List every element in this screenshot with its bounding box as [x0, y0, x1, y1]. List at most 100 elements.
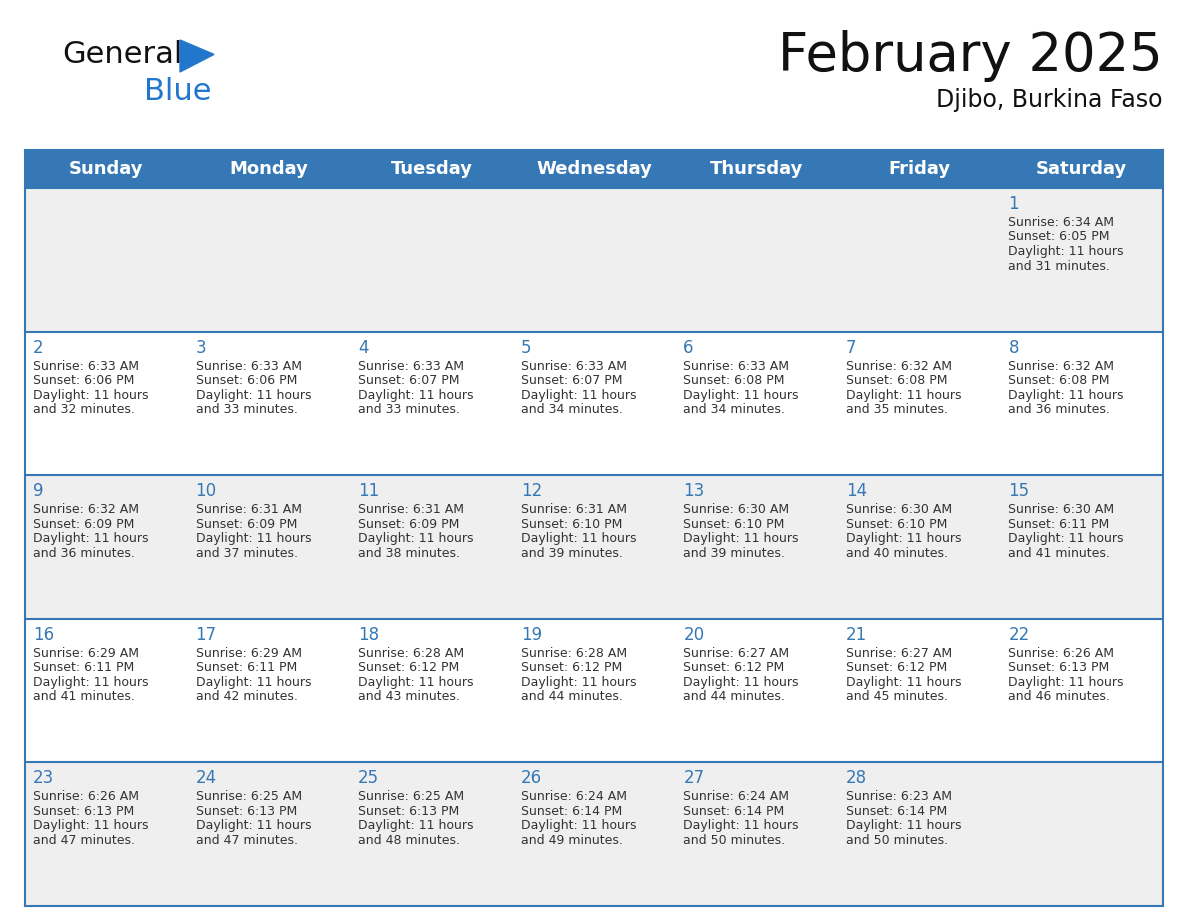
Text: Daylight: 11 hours: Daylight: 11 hours [683, 676, 798, 688]
Text: Tuesday: Tuesday [391, 160, 473, 178]
Text: 7: 7 [846, 339, 857, 356]
Text: Sunset: 6:09 PM: Sunset: 6:09 PM [358, 518, 460, 531]
Text: Daylight: 11 hours: Daylight: 11 hours [846, 676, 961, 688]
Text: 13: 13 [683, 482, 704, 500]
Text: Daylight: 11 hours: Daylight: 11 hours [33, 820, 148, 833]
Text: Sunset: 6:10 PM: Sunset: 6:10 PM [520, 518, 623, 531]
Text: and 44 minutes.: and 44 minutes. [520, 690, 623, 703]
Text: 12: 12 [520, 482, 542, 500]
Bar [675, 476, 838, 619]
Text: Daylight: 11 hours: Daylight: 11 hours [520, 820, 637, 833]
Text: 1: 1 [1009, 195, 1019, 213]
Text: Daylight: 11 hours: Daylight: 11 hours [846, 388, 961, 401]
Bar [350, 763, 513, 906]
Text: Sunrise: 6:32 AM: Sunrise: 6:32 AM [846, 360, 952, 373]
Text: 14: 14 [846, 482, 867, 500]
Text: Daylight: 11 hours: Daylight: 11 hours [683, 532, 798, 545]
Bar [25, 476, 188, 619]
Bar [838, 763, 1000, 906]
Text: Sunrise: 6:30 AM: Sunrise: 6:30 AM [683, 503, 789, 516]
Text: Sunset: 6:14 PM: Sunset: 6:14 PM [683, 805, 784, 818]
Text: 28: 28 [846, 769, 867, 788]
Text: Friday: Friday [889, 160, 950, 178]
Bar [1000, 763, 1163, 906]
Text: Daylight: 11 hours: Daylight: 11 hours [520, 532, 637, 545]
Text: Sunset: 6:05 PM: Sunset: 6:05 PM [1009, 230, 1110, 243]
Text: February 2025: February 2025 [778, 30, 1163, 82]
Text: and 33 minutes.: and 33 minutes. [196, 403, 297, 416]
Text: Daylight: 11 hours: Daylight: 11 hours [683, 820, 798, 833]
Text: Sunset: 6:13 PM: Sunset: 6:13 PM [33, 805, 134, 818]
Text: Sunrise: 6:25 AM: Sunrise: 6:25 AM [358, 790, 465, 803]
Bar [188, 188, 350, 331]
Bar [350, 188, 513, 331]
Text: and 34 minutes.: and 34 minutes. [683, 403, 785, 416]
Text: and 45 minutes.: and 45 minutes. [846, 690, 948, 703]
Text: Sunrise: 6:28 AM: Sunrise: 6:28 AM [520, 647, 627, 660]
Bar [350, 476, 513, 619]
Bar [675, 619, 838, 763]
Text: Sunset: 6:13 PM: Sunset: 6:13 PM [358, 805, 460, 818]
Text: Daylight: 11 hours: Daylight: 11 hours [358, 820, 474, 833]
Text: General: General [62, 40, 183, 69]
Text: 23: 23 [33, 769, 55, 788]
Text: Sunrise: 6:33 AM: Sunrise: 6:33 AM [520, 360, 627, 373]
Text: Daylight: 11 hours: Daylight: 11 hours [196, 388, 311, 401]
Text: and 40 minutes.: and 40 minutes. [846, 547, 948, 560]
Bar [25, 150, 1163, 188]
Text: 16: 16 [33, 626, 55, 644]
Text: 5: 5 [520, 339, 531, 356]
Text: Sunrise: 6:23 AM: Sunrise: 6:23 AM [846, 790, 952, 803]
Text: Daylight: 11 hours: Daylight: 11 hours [1009, 245, 1124, 258]
Text: Monday: Monday [229, 160, 309, 178]
Bar [350, 619, 513, 763]
Bar [1000, 188, 1163, 331]
Text: Saturday: Saturday [1036, 160, 1127, 178]
Text: and 37 minutes.: and 37 minutes. [196, 547, 297, 560]
Text: and 46 minutes.: and 46 minutes. [1009, 690, 1111, 703]
Text: and 44 minutes.: and 44 minutes. [683, 690, 785, 703]
Text: Sunrise: 6:26 AM: Sunrise: 6:26 AM [33, 790, 139, 803]
Text: and 35 minutes.: and 35 minutes. [846, 403, 948, 416]
Text: Sunset: 6:12 PM: Sunset: 6:12 PM [846, 661, 947, 675]
Text: Sunset: 6:13 PM: Sunset: 6:13 PM [1009, 661, 1110, 675]
Text: Daylight: 11 hours: Daylight: 11 hours [196, 532, 311, 545]
Text: Daylight: 11 hours: Daylight: 11 hours [846, 820, 961, 833]
Text: Sunrise: 6:25 AM: Sunrise: 6:25 AM [196, 790, 302, 803]
Bar [513, 619, 675, 763]
Bar [1000, 331, 1163, 476]
Text: Sunset: 6:06 PM: Sunset: 6:06 PM [33, 375, 134, 387]
Text: Sunrise: 6:32 AM: Sunrise: 6:32 AM [33, 503, 139, 516]
Text: Daylight: 11 hours: Daylight: 11 hours [520, 676, 637, 688]
Text: Sunrise: 6:31 AM: Sunrise: 6:31 AM [520, 503, 627, 516]
Text: Sunrise: 6:33 AM: Sunrise: 6:33 AM [358, 360, 465, 373]
Text: Sunset: 6:13 PM: Sunset: 6:13 PM [196, 805, 297, 818]
Text: 22: 22 [1009, 626, 1030, 644]
Text: 21: 21 [846, 626, 867, 644]
Text: Wednesday: Wednesday [536, 160, 652, 178]
Text: Sunset: 6:11 PM: Sunset: 6:11 PM [33, 661, 134, 675]
Text: and 39 minutes.: and 39 minutes. [520, 547, 623, 560]
Text: 24: 24 [196, 769, 216, 788]
Text: Sunrise: 6:27 AM: Sunrise: 6:27 AM [683, 647, 789, 660]
Text: Sunset: 6:07 PM: Sunset: 6:07 PM [358, 375, 460, 387]
Text: 20: 20 [683, 626, 704, 644]
Text: 10: 10 [196, 482, 216, 500]
Text: and 41 minutes.: and 41 minutes. [1009, 547, 1111, 560]
Bar [25, 188, 188, 331]
Text: Daylight: 11 hours: Daylight: 11 hours [358, 388, 474, 401]
Text: Sunset: 6:08 PM: Sunset: 6:08 PM [846, 375, 947, 387]
Text: Blue: Blue [144, 77, 211, 106]
Text: and 43 minutes.: and 43 minutes. [358, 690, 460, 703]
Text: and 48 minutes.: and 48 minutes. [358, 834, 460, 847]
Text: Daylight: 11 hours: Daylight: 11 hours [683, 388, 798, 401]
Text: Sunset: 6:12 PM: Sunset: 6:12 PM [520, 661, 623, 675]
Text: and 50 minutes.: and 50 minutes. [846, 834, 948, 847]
Text: Sunset: 6:12 PM: Sunset: 6:12 PM [683, 661, 784, 675]
Bar [838, 476, 1000, 619]
Text: Sunset: 6:09 PM: Sunset: 6:09 PM [196, 518, 297, 531]
Bar [513, 331, 675, 476]
Text: 26: 26 [520, 769, 542, 788]
Text: Daylight: 11 hours: Daylight: 11 hours [358, 532, 474, 545]
Text: Sunset: 6:11 PM: Sunset: 6:11 PM [1009, 518, 1110, 531]
